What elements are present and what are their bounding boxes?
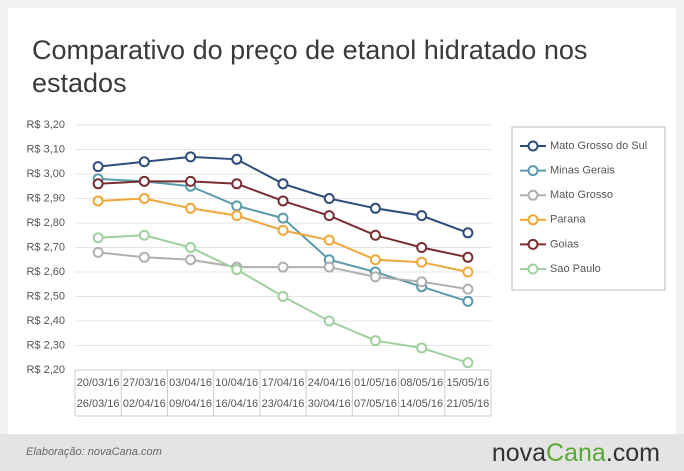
point [369, 335, 381, 347]
y-tick-label: R$ 2,80 [26, 217, 65, 229]
logo-part: nova [491, 439, 547, 467]
x-tick-label: 26/03/16 [77, 398, 120, 410]
point [462, 295, 474, 307]
point [92, 161, 104, 173]
y-tick-label: R$ 3,20 [26, 119, 65, 131]
point [231, 178, 243, 190]
point [138, 193, 150, 204]
point [462, 227, 474, 239]
point [92, 195, 104, 207]
point [138, 175, 150, 187]
logo-part: Cana [546, 439, 606, 467]
point [416, 256, 428, 268]
point [416, 276, 428, 288]
point [185, 254, 197, 266]
legend-label: Sao Paulo [550, 263, 601, 275]
legend-swatch [527, 238, 539, 250]
point [277, 212, 289, 224]
legend-label: Goias [550, 238, 579, 250]
point [231, 264, 243, 276]
point [323, 234, 335, 246]
x-tick-label: 03/04/16 [169, 377, 212, 389]
point [369, 202, 381, 214]
x-tick-label: 23/04/16 [262, 398, 305, 410]
y-tick-label: R$ 2,20 [26, 364, 65, 376]
point [323, 193, 335, 204]
x-tick-label: 07/05/16 [354, 398, 397, 410]
point [92, 232, 104, 244]
legend-label: Parana [550, 214, 586, 226]
legend-label: Minas Gerais [550, 165, 615, 177]
x-tick-label: 15/05/16 [446, 377, 489, 389]
point [416, 210, 428, 222]
point [277, 261, 289, 273]
point [462, 357, 474, 369]
legend-swatch [527, 189, 539, 201]
point [369, 271, 381, 283]
point [277, 224, 289, 236]
point [416, 242, 428, 253]
x-tick-label: 20/03/16 [77, 377, 120, 389]
point [277, 195, 289, 207]
legend-label: Mato Grosso [550, 189, 613, 201]
point [323, 315, 335, 327]
x-tick-label: 27/03/16 [123, 377, 166, 389]
point [185, 202, 197, 214]
point [185, 151, 197, 163]
point [462, 283, 474, 295]
y-tick-label: R$ 2,70 [26, 241, 65, 253]
x-tick-label: 02/04/16 [123, 398, 166, 410]
y-tick-label: R$ 3,10 [26, 143, 65, 155]
point [138, 229, 150, 241]
point [369, 254, 381, 266]
legend-swatch [527, 165, 539, 177]
legend-swatch [527, 263, 539, 275]
y-tick-label: R$ 2,40 [26, 315, 65, 327]
y-tick-label: R$ 2,50 [26, 290, 65, 302]
point [323, 210, 335, 222]
point [277, 291, 289, 302]
point [416, 342, 428, 354]
legend-label: Mato Grosso do Sul [550, 140, 647, 152]
point [462, 251, 474, 263]
logo: novaCana.com [492, 439, 660, 468]
legend-swatch [527, 140, 539, 152]
point [231, 200, 243, 212]
x-tick-label: 09/04/16 [169, 398, 212, 410]
x-tick-label: 21/05/16 [446, 398, 489, 410]
footer: Elaboração: novaCana.com novaCana.com [0, 434, 684, 471]
point [138, 156, 150, 168]
point [369, 229, 381, 241]
point [185, 242, 197, 253]
x-tick-label: 01/05/16 [354, 377, 397, 389]
x-tick-label: 17/04/16 [262, 377, 305, 389]
y-tick-label: R$ 3,00 [26, 168, 65, 180]
point [185, 175, 197, 187]
point [138, 251, 150, 263]
x-tick-label: 24/04/16 [308, 377, 351, 389]
point [462, 266, 474, 278]
source: Elaboração: novaCana.com [26, 446, 162, 458]
legend-box [511, 126, 666, 291]
x-tick-label: 10/04/16 [215, 377, 258, 389]
point [92, 178, 104, 190]
point [92, 246, 104, 258]
x-tick-label: 16/04/16 [215, 398, 258, 410]
x-tick-label: 08/05/16 [400, 377, 443, 389]
point [323, 261, 335, 273]
point [231, 153, 243, 165]
y-tick-label: R$ 2,60 [26, 266, 65, 278]
point [231, 210, 243, 222]
y-tick-label: R$ 2,30 [26, 339, 65, 351]
x-tick-label: 30/04/16 [308, 398, 351, 410]
x-tick-label: 14/05/16 [400, 398, 443, 410]
y-tick-label: R$ 2,90 [26, 192, 65, 204]
chart-title: Comparativo do preço de etanol hidratado… [32, 35, 588, 98]
point [277, 178, 289, 190]
legend-swatch [527, 214, 539, 226]
logo-part: .com [605, 439, 660, 467]
